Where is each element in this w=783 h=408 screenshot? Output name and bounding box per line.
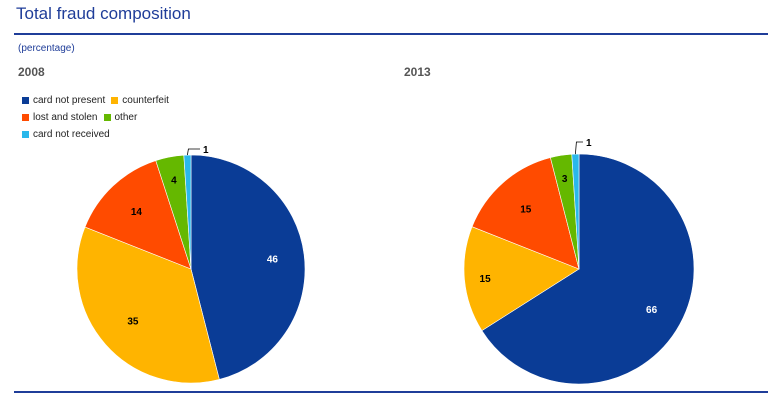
- legend-swatch: [111, 97, 119, 104]
- pie-slice-card-not-present: [481, 153, 695, 385]
- legend-row: card not received: [22, 126, 175, 143]
- legend-item-lost-and-stolen: lost and stolen: [22, 112, 98, 123]
- legend-row: lost and stolen other: [22, 109, 175, 126]
- callout-line: [187, 148, 200, 156]
- slice-value-label: 15: [480, 274, 492, 285]
- legend-label: card not received: [33, 129, 110, 140]
- pie-2013: 66 15 15 3 1: [463, 138, 695, 385]
- legend-swatch: [103, 114, 111, 121]
- slice-value-label: 15: [520, 205, 532, 216]
- legend-item-counterfeit: counterfeit: [111, 95, 169, 106]
- chart-subtitle: (percentage): [18, 43, 75, 54]
- callout-line: [575, 141, 583, 155]
- legend-swatch: [22, 97, 29, 104]
- bottom-rule: [14, 391, 768, 393]
- pie-slice-counterfeit: [463, 226, 580, 332]
- slice-value-label: 35: [127, 316, 139, 327]
- slice-value-label: 1: [586, 138, 592, 149]
- pie-slice-lost-and-stolen: [471, 157, 580, 270]
- year-label-2013: 2013: [404, 65, 431, 79]
- legend-swatch: [22, 114, 29, 121]
- slice-value-label: 1: [203, 145, 209, 156]
- legend-swatch: [22, 131, 29, 138]
- legend-item-card-not-received: card not received: [22, 129, 110, 140]
- pie-slice-card-not-present: [190, 154, 306, 380]
- slice-value-label: 14: [131, 207, 143, 218]
- year-label-2008: 2008: [18, 65, 45, 79]
- pie-slice-counterfeit: [76, 226, 220, 384]
- legend-label: card not present: [33, 95, 106, 106]
- legend-label: other: [114, 112, 138, 123]
- pie-2008: 46 35 14 4 1: [76, 145, 306, 384]
- legend-row: card not present counterfeit: [22, 92, 175, 109]
- slice-value-label: 66: [646, 305, 658, 316]
- slice-value-label: 3: [562, 174, 568, 185]
- legend: card not present counterfeit lost and st…: [22, 92, 175, 143]
- slice-value-label: 46: [267, 255, 279, 266]
- slice-value-label: 4: [171, 175, 177, 186]
- legend-item-other: other: [103, 112, 138, 123]
- chart-title: Total fraud composition: [16, 4, 191, 23]
- legend-item-card-not-present: card not present: [22, 95, 105, 106]
- legend-label: lost and stolen: [33, 112, 98, 123]
- legend-label: counterfeit: [122, 95, 169, 106]
- top-rule: [14, 33, 768, 35]
